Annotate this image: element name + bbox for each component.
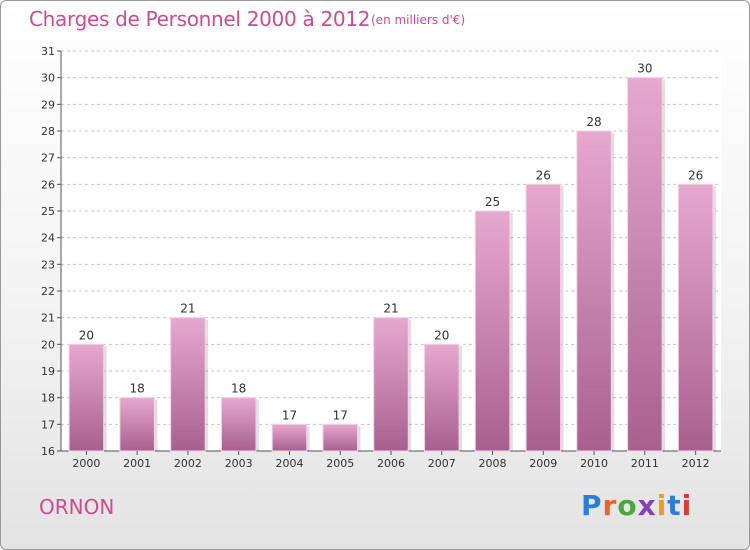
x-tick-label: 2005 [326, 457, 354, 470]
x-tick-label: 2000 [72, 457, 100, 470]
y-tick-label: 31 [41, 45, 55, 58]
bar-2009 [525, 183, 562, 452]
value-label: 18 [231, 382, 246, 396]
bar-2012 [677, 183, 714, 452]
x-tick-label: 2010 [580, 457, 608, 470]
commune-name: ORNON [39, 495, 115, 519]
x-tick-label: 2011 [631, 457, 659, 470]
value-label: 25 [485, 195, 500, 209]
bar-2006 [373, 317, 409, 452]
value-label: 30 [637, 62, 652, 76]
value-label: 17 [282, 408, 297, 422]
y-tick-label: 18 [41, 392, 55, 405]
y-tick-label: 27 [41, 152, 55, 165]
x-tick-label: 2012 [682, 457, 710, 470]
bar-2005 [322, 423, 358, 452]
value-label: 21 [180, 302, 195, 316]
bar-2011 [627, 77, 663, 452]
y-tick-label: 21 [41, 312, 55, 325]
y-tick-label: 25 [41, 205, 55, 218]
y-tick-label: 16 [41, 445, 55, 458]
bar-2002 [170, 317, 206, 452]
bar-2003 [220, 397, 257, 452]
y-tick-label: 22 [41, 285, 55, 298]
x-tick-label: 2009 [529, 457, 557, 470]
y-tick-label: 28 [41, 125, 55, 138]
bar-2004 [271, 423, 308, 452]
value-label: 18 [130, 382, 145, 396]
value-label: 20 [434, 328, 449, 342]
chart-title: Charges de Personnel 2000 à 2012 [29, 7, 371, 31]
y-tick-label: 26 [41, 178, 55, 191]
x-tick-label: 2007 [428, 457, 456, 470]
x-tick-label: 2006 [377, 457, 405, 470]
value-label: 28 [586, 115, 601, 129]
bar-2007 [424, 343, 460, 452]
proxiti-logo: Proxiti [581, 489, 693, 522]
y-tick-label: 19 [41, 365, 55, 378]
y-tick-label: 23 [41, 258, 55, 271]
bar-2010 [576, 130, 612, 452]
y-tick-label: 17 [41, 418, 55, 431]
value-label: 26 [536, 168, 551, 182]
value-label: 20 [79, 328, 94, 342]
x-tick-label: 2008 [479, 457, 507, 470]
y-tick-label: 30 [41, 72, 55, 85]
x-tick-label: 2002 [174, 457, 202, 470]
x-tick-label: 2003 [225, 457, 253, 470]
value-label: 21 [383, 302, 398, 316]
y-tick-label: 29 [41, 98, 55, 111]
y-tick-label: 24 [41, 232, 55, 245]
bar-2000 [68, 343, 105, 452]
value-label: 26 [688, 168, 703, 182]
y-tick-label: 20 [41, 338, 55, 351]
chart-subtitle: (en milliers d'€) [371, 13, 466, 27]
bar-2001 [119, 397, 155, 452]
bar-2008 [474, 210, 511, 452]
x-tick-label: 2001 [123, 457, 151, 470]
value-label: 17 [333, 408, 348, 422]
x-tick-label: 2004 [275, 457, 303, 470]
